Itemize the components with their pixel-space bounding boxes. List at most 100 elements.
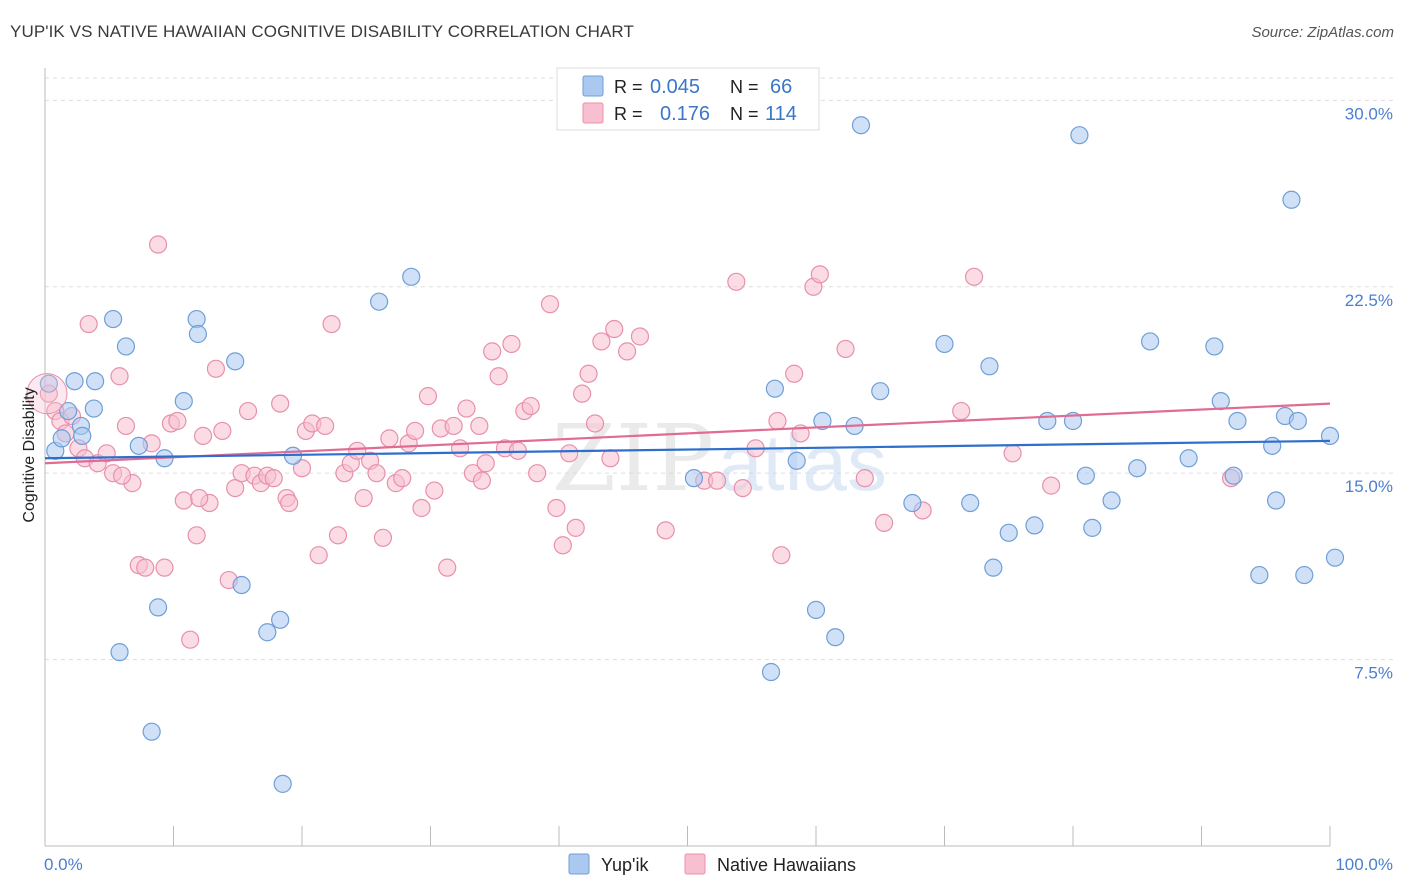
y-tick-label: 22.5% bbox=[1345, 291, 1393, 310]
yupik-point bbox=[806, 600, 826, 619]
hawaiian-point bbox=[952, 401, 971, 421]
hawaiian-point bbox=[444, 416, 463, 436]
legend-swatch-hawaiian bbox=[582, 102, 604, 124]
hawaiian-point bbox=[193, 426, 213, 446]
hawaiian-point bbox=[328, 526, 348, 545]
yupik-point bbox=[65, 372, 84, 391]
hawaiian-point bbox=[110, 367, 129, 386]
hawaiian-point bbox=[354, 488, 373, 508]
hawaiian-point bbox=[412, 498, 431, 518]
yupik-point bbox=[1228, 411, 1247, 431]
hawaiian-point bbox=[560, 444, 579, 463]
yupik-point bbox=[903, 493, 922, 513]
hawaiian-point bbox=[605, 319, 624, 339]
legend-n-label-2: N = bbox=[730, 104, 759, 124]
gridlines bbox=[45, 77, 1395, 661]
yupik-point bbox=[84, 399, 103, 418]
hawaiian-point bbox=[309, 546, 328, 565]
hawaiian-point bbox=[875, 513, 894, 532]
hawaiian-point bbox=[1003, 444, 1022, 463]
hawaiian-point bbox=[573, 384, 592, 403]
legend-n-value-yupik: 66 bbox=[770, 76, 792, 98]
y-axis-label: Cognitive Disability bbox=[21, 387, 38, 522]
hawaiian-trend-line bbox=[44, 402, 1331, 465]
yupik-point bbox=[1076, 466, 1095, 485]
yupik-point bbox=[104, 309, 123, 329]
hawaiian-point bbox=[592, 332, 611, 351]
yupik-point bbox=[871, 382, 890, 401]
yupik-point bbox=[980, 357, 999, 376]
yupik-point bbox=[226, 352, 245, 371]
hawaiian-point bbox=[438, 558, 457, 577]
yupik-trend-line bbox=[44, 439, 1331, 460]
yupik-point bbox=[813, 411, 832, 431]
yupik-point bbox=[142, 722, 161, 741]
yupik-point bbox=[1128, 459, 1147, 478]
hawaiian-point bbox=[855, 469, 874, 488]
bottom-legend-label-hawaiian: Native Hawaiians bbox=[717, 855, 856, 875]
hawaiian-point bbox=[483, 342, 502, 361]
hawaiian-point bbox=[393, 469, 412, 488]
yupik-point bbox=[1263, 436, 1282, 455]
hawaiian-point bbox=[656, 521, 675, 540]
yupik-point bbox=[1140, 332, 1160, 351]
chart-source: Source: ZipAtlas.com bbox=[1251, 24, 1394, 41]
hawaiian-point bbox=[213, 421, 232, 441]
hawaiian-point bbox=[112, 466, 132, 485]
hawaiian-point bbox=[489, 367, 508, 386]
hawaiian-point bbox=[79, 314, 98, 334]
yupik-point bbox=[999, 523, 1018, 542]
hawaiian-point bbox=[547, 498, 566, 518]
yupik-point bbox=[826, 628, 845, 647]
yupik-point bbox=[1282, 190, 1301, 209]
hawaiian-point bbox=[280, 493, 299, 513]
hawaiian-point bbox=[553, 536, 572, 555]
yupik-point bbox=[1224, 466, 1243, 485]
hawaiian-point-large bbox=[26, 373, 68, 415]
hawaiian-point bbox=[836, 339, 855, 359]
yupik-point bbox=[851, 116, 871, 135]
trend-lines bbox=[44, 402, 1331, 465]
yupik-point bbox=[1025, 516, 1044, 535]
hawaiian-point bbox=[450, 439, 470, 458]
hawaiian-point bbox=[772, 546, 791, 565]
hawaiian-point bbox=[174, 491, 193, 510]
yupik-point bbox=[402, 267, 421, 286]
hawaiian-point bbox=[785, 364, 804, 383]
yupik-point bbox=[258, 623, 277, 642]
yupik-point bbox=[39, 374, 58, 393]
hawaiian-point bbox=[168, 411, 187, 431]
yupik-point bbox=[1102, 491, 1121, 510]
yupik-point bbox=[273, 774, 292, 793]
hawaiian-point bbox=[425, 481, 444, 500]
hawaiian-point bbox=[566, 518, 585, 537]
yupik-point bbox=[116, 337, 136, 356]
hawaiian-point bbox=[190, 488, 209, 508]
bottom-legend-label-yupik: Yup'ik bbox=[601, 855, 649, 875]
yupik-point bbox=[1205, 337, 1224, 356]
hawaiian-point bbox=[579, 364, 598, 383]
hawaiian-point bbox=[238, 401, 258, 421]
yupik-point bbox=[1295, 565, 1314, 585]
legend-box: R = 0.045 N = 66 R = 0.176 N = 114 bbox=[556, 67, 820, 131]
hawaiian-point bbox=[457, 399, 476, 418]
bottom-legend-swatch-hawaiian bbox=[684, 853, 706, 875]
legend-n-value-hawaiian: 114 bbox=[765, 103, 797, 125]
y-tick-label: 15.0% bbox=[1345, 477, 1393, 496]
hawaiian-point bbox=[768, 411, 787, 431]
yupik-point bbox=[370, 292, 389, 311]
yupik-point bbox=[1179, 449, 1198, 468]
hawaiian-point bbox=[601, 449, 620, 468]
hawaiian-point bbox=[964, 267, 984, 286]
watermark-zip: ZIP bbox=[552, 405, 714, 512]
hawaiian-point bbox=[810, 265, 829, 284]
yupik-point bbox=[1211, 392, 1230, 411]
x-tick-label-max: 100.0% bbox=[1335, 855, 1393, 874]
hawaiian-point bbox=[502, 334, 521, 354]
chart-title: YUP'IK VS NATIVE HAWAIIAN COGNITIVE DISA… bbox=[10, 22, 634, 41]
hawaiian-point bbox=[727, 272, 746, 291]
yupik-point bbox=[148, 598, 168, 617]
yupik-point bbox=[787, 451, 806, 470]
y-tick-labels: 7.5% 15.0% 22.5% 30.0% bbox=[1345, 104, 1393, 682]
